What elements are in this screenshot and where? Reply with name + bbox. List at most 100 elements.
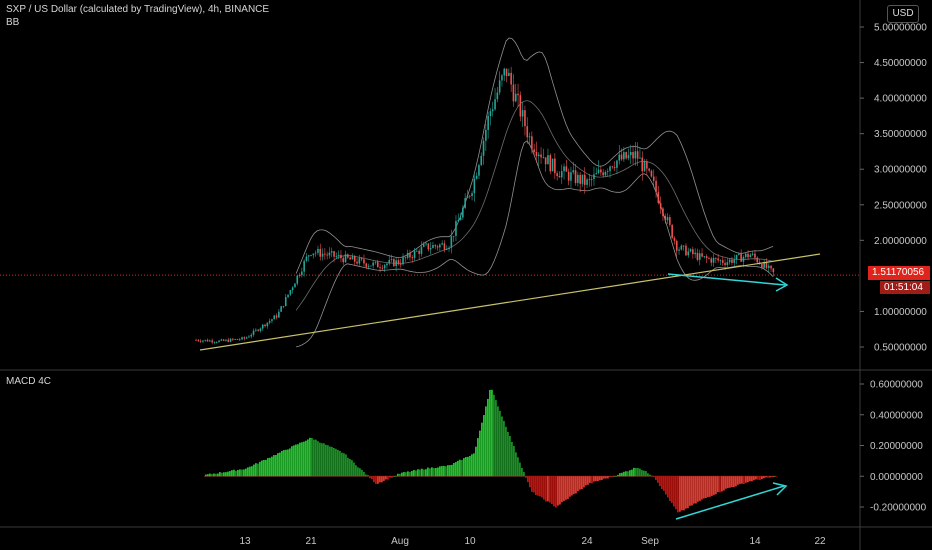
macd-bar (569, 476, 571, 497)
candle-body (211, 340, 213, 343)
macd-bar (459, 459, 461, 477)
price-tick-label: 2.50000000 (874, 200, 927, 211)
candle-body (450, 236, 453, 248)
candle-body (468, 195, 471, 197)
macd-bar (461, 460, 463, 477)
candle-body (558, 175, 561, 178)
macd-bar (555, 476, 557, 508)
candle-body (629, 151, 632, 156)
candle-body (705, 256, 708, 259)
macd-bar (581, 476, 583, 490)
macd-bar (217, 473, 219, 477)
macd-bar (311, 437, 313, 477)
macd-bar (695, 476, 697, 504)
candle-body (770, 265, 772, 269)
candle-body (512, 84, 515, 102)
candle-body (740, 253, 742, 262)
macd-bar (507, 431, 509, 477)
candle-body (402, 257, 404, 265)
macd-bar (411, 470, 413, 477)
macd-bar (599, 476, 601, 481)
candle-body (652, 176, 655, 181)
currency-button[interactable]: USD (887, 5, 919, 23)
candle-body (294, 283, 296, 288)
candle-body (443, 243, 446, 250)
macd-bar (773, 476, 775, 477)
price-tick-label: 4.00000000 (874, 94, 927, 105)
candle-body (195, 339, 197, 341)
macd-bar (253, 464, 255, 477)
macd-bar (531, 476, 533, 492)
macd-bar (437, 467, 439, 477)
macd-bar (295, 444, 297, 477)
candle-body (370, 265, 372, 267)
candle-body (397, 260, 400, 264)
macd-bar (281, 450, 283, 477)
candle-body (255, 329, 257, 331)
candle-body (671, 224, 673, 238)
macd-bar (333, 447, 335, 477)
candle-body (305, 256, 308, 261)
candle-body (379, 267, 381, 269)
candle-body (395, 260, 397, 267)
candle-body (411, 257, 414, 259)
candle-body (197, 339, 200, 341)
macd-bar (389, 476, 391, 478)
candle-body (363, 259, 365, 264)
macd-bar (273, 455, 275, 477)
price-tick-label: 4.50000000 (874, 58, 927, 69)
macd-bar (309, 437, 311, 477)
candle-body (238, 339, 241, 341)
macd-bar (395, 475, 397, 477)
bollinger-label[interactable]: BB (6, 17, 20, 28)
candle-body (751, 253, 754, 255)
candle-body (301, 271, 303, 276)
macd-bar (343, 453, 345, 477)
candle-body (616, 160, 618, 168)
macd-bar (751, 476, 753, 482)
candle-body (531, 136, 533, 150)
price-tick-label: 0.50000000 (874, 343, 927, 354)
macd-bar (487, 398, 489, 477)
candle-body (540, 154, 542, 158)
candle-body (335, 256, 338, 257)
macd-bar (297, 444, 299, 477)
candle-body (498, 80, 501, 93)
candle-body (505, 68, 508, 76)
price-tick-label: 2.00000000 (874, 236, 927, 247)
bollinger-upper-band (295, 37, 774, 274)
candle-body (717, 258, 719, 261)
price-arrow-head (775, 277, 789, 292)
candle-body (703, 256, 706, 258)
candle-body (634, 151, 637, 159)
candle-body (537, 154, 540, 157)
macd-label[interactable]: MACD 4C (6, 376, 52, 387)
macd-bar (631, 469, 633, 477)
macd-bar (275, 455, 277, 477)
macd-bar (533, 476, 535, 493)
candle-body (767, 265, 770, 268)
price-arrow-line (667, 273, 786, 286)
macd-bar (647, 473, 649, 477)
macd-bar (739, 476, 741, 484)
candle-body (202, 340, 204, 342)
candle-body (266, 322, 269, 327)
candle-body (565, 166, 568, 172)
macd-bar (601, 476, 603, 480)
candle-body (581, 174, 584, 184)
bollinger-basis (295, 100, 774, 311)
macd-bar (603, 476, 605, 479)
candle-body (712, 257, 715, 263)
candle-body (563, 166, 565, 172)
candle-body (485, 129, 487, 141)
candle-body (296, 275, 299, 284)
macd-bar (745, 476, 747, 483)
macd-bar (433, 468, 435, 477)
candle-body (496, 92, 499, 100)
macd-bar (415, 470, 417, 477)
candle-body (289, 290, 292, 295)
macd-bar (373, 476, 375, 483)
candle-body (434, 245, 437, 247)
macd-bar (527, 476, 529, 483)
